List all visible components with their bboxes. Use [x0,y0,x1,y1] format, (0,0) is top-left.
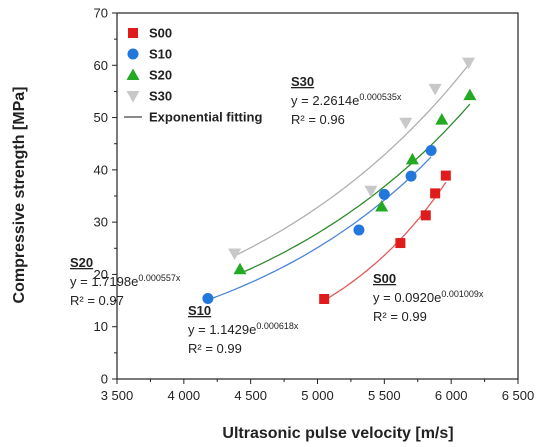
y-tick-label: 10 [94,319,108,334]
data-point-s30 [399,117,413,130]
y-tick-label: 30 [94,215,108,230]
legend-marker-s30 [126,91,140,103]
y-tick-label: 60 [94,58,108,73]
annotation-equation-s30: y = 2.2614e0.000535x [291,92,402,108]
y-axis-title: Compressive strength [MPa] [11,87,28,304]
annotation-r2-s20: R² = 0.97 [70,293,124,308]
data-point-s10 [405,170,417,182]
tick-labels: 3 500 4 000 4 500 5 000 5 500 6 000 6 500 0 10 20… [94,6,535,404]
x-tick-label: 3 500 [101,388,134,403]
x-tick-label: 6 500 [502,388,535,403]
data-point-s00 [430,188,441,199]
x-tick-label: 4 000 [168,388,201,403]
data-points [202,57,477,305]
data-point-s10 [202,292,214,304]
y-tick-label: 40 [94,162,108,177]
data-point-s30 [428,83,442,96]
annotation-equation-s10: y = 1.1429e0.000618x [188,321,299,337]
data-point-s00 [440,170,451,181]
data-point-s00 [319,294,330,305]
annotation-name-s00: S00 [373,271,396,286]
data-point-s20 [463,88,477,101]
data-point-s20 [375,199,389,212]
legend-label-s10: S10 [149,47,172,62]
legend-label-s00: S00 [149,26,172,41]
annotation-equation-s20: y = 1.7198e0.000557x [70,273,181,289]
data-point-s20 [435,113,449,125]
data-point-s20 [233,262,247,275]
data-point-s10 [378,188,390,200]
data-point-s10 [425,145,437,157]
annotation-r2-s10: R² = 0.99 [188,341,242,356]
data-point-s00 [395,238,406,249]
data-point-s30 [462,57,476,70]
data-point-s30 [228,248,242,261]
legend-label-s20: S20 [149,68,172,83]
annotation-name-s20: S20 [70,255,93,270]
legend: S00 S10 S20 S30 Exponential fitting [124,26,262,125]
fit-curve-s30 [234,64,470,257]
y-tick-label: 0 [101,372,108,387]
x-tick-label: 5 500 [368,388,401,403]
annotation-name-s30: S30 [291,74,314,89]
x-tick-label: 5 000 [301,388,334,403]
annotation-name-s10: S10 [188,303,211,318]
data-point-s10 [353,224,365,236]
data-point-s00 [420,210,431,221]
fit-curve-s20 [239,103,471,275]
legend-marker-s10 [127,48,139,60]
annotation-r2-s00: R² = 0.99 [373,309,427,324]
x-axis-title: Ultrasonic pulse velocity [m/s] [222,425,453,442]
y-tick-label: 70 [94,6,108,21]
fit-curve-s10 [207,156,432,301]
y-tick-label: 20 [94,267,108,282]
data-point-s30 [364,185,378,198]
legend-marker-s00 [128,28,138,38]
x-tick-label: 6 000 [435,388,468,403]
plot-frame [116,12,519,380]
annotation-equation-s00: y = 0.0920e0.001009x [373,289,484,305]
annotation-r2-s30: R² = 0.96 [291,112,345,127]
x-tick-label: 4 500 [234,388,267,403]
axis-ticks [112,12,519,384]
y-tick-label: 50 [94,110,108,125]
data-point-s20 [405,152,419,165]
legend-label-s30: S30 [149,89,172,104]
legend-marker-s20 [126,68,140,80]
legend-label-fit: Exponential fitting [149,110,262,125]
fit-annotations: S00 y = 0.0920e0.001009x R² = 0.99 S10 y = 1… [70,74,484,356]
fit-curve-s00 [323,181,447,302]
fit-curves [207,64,471,302]
